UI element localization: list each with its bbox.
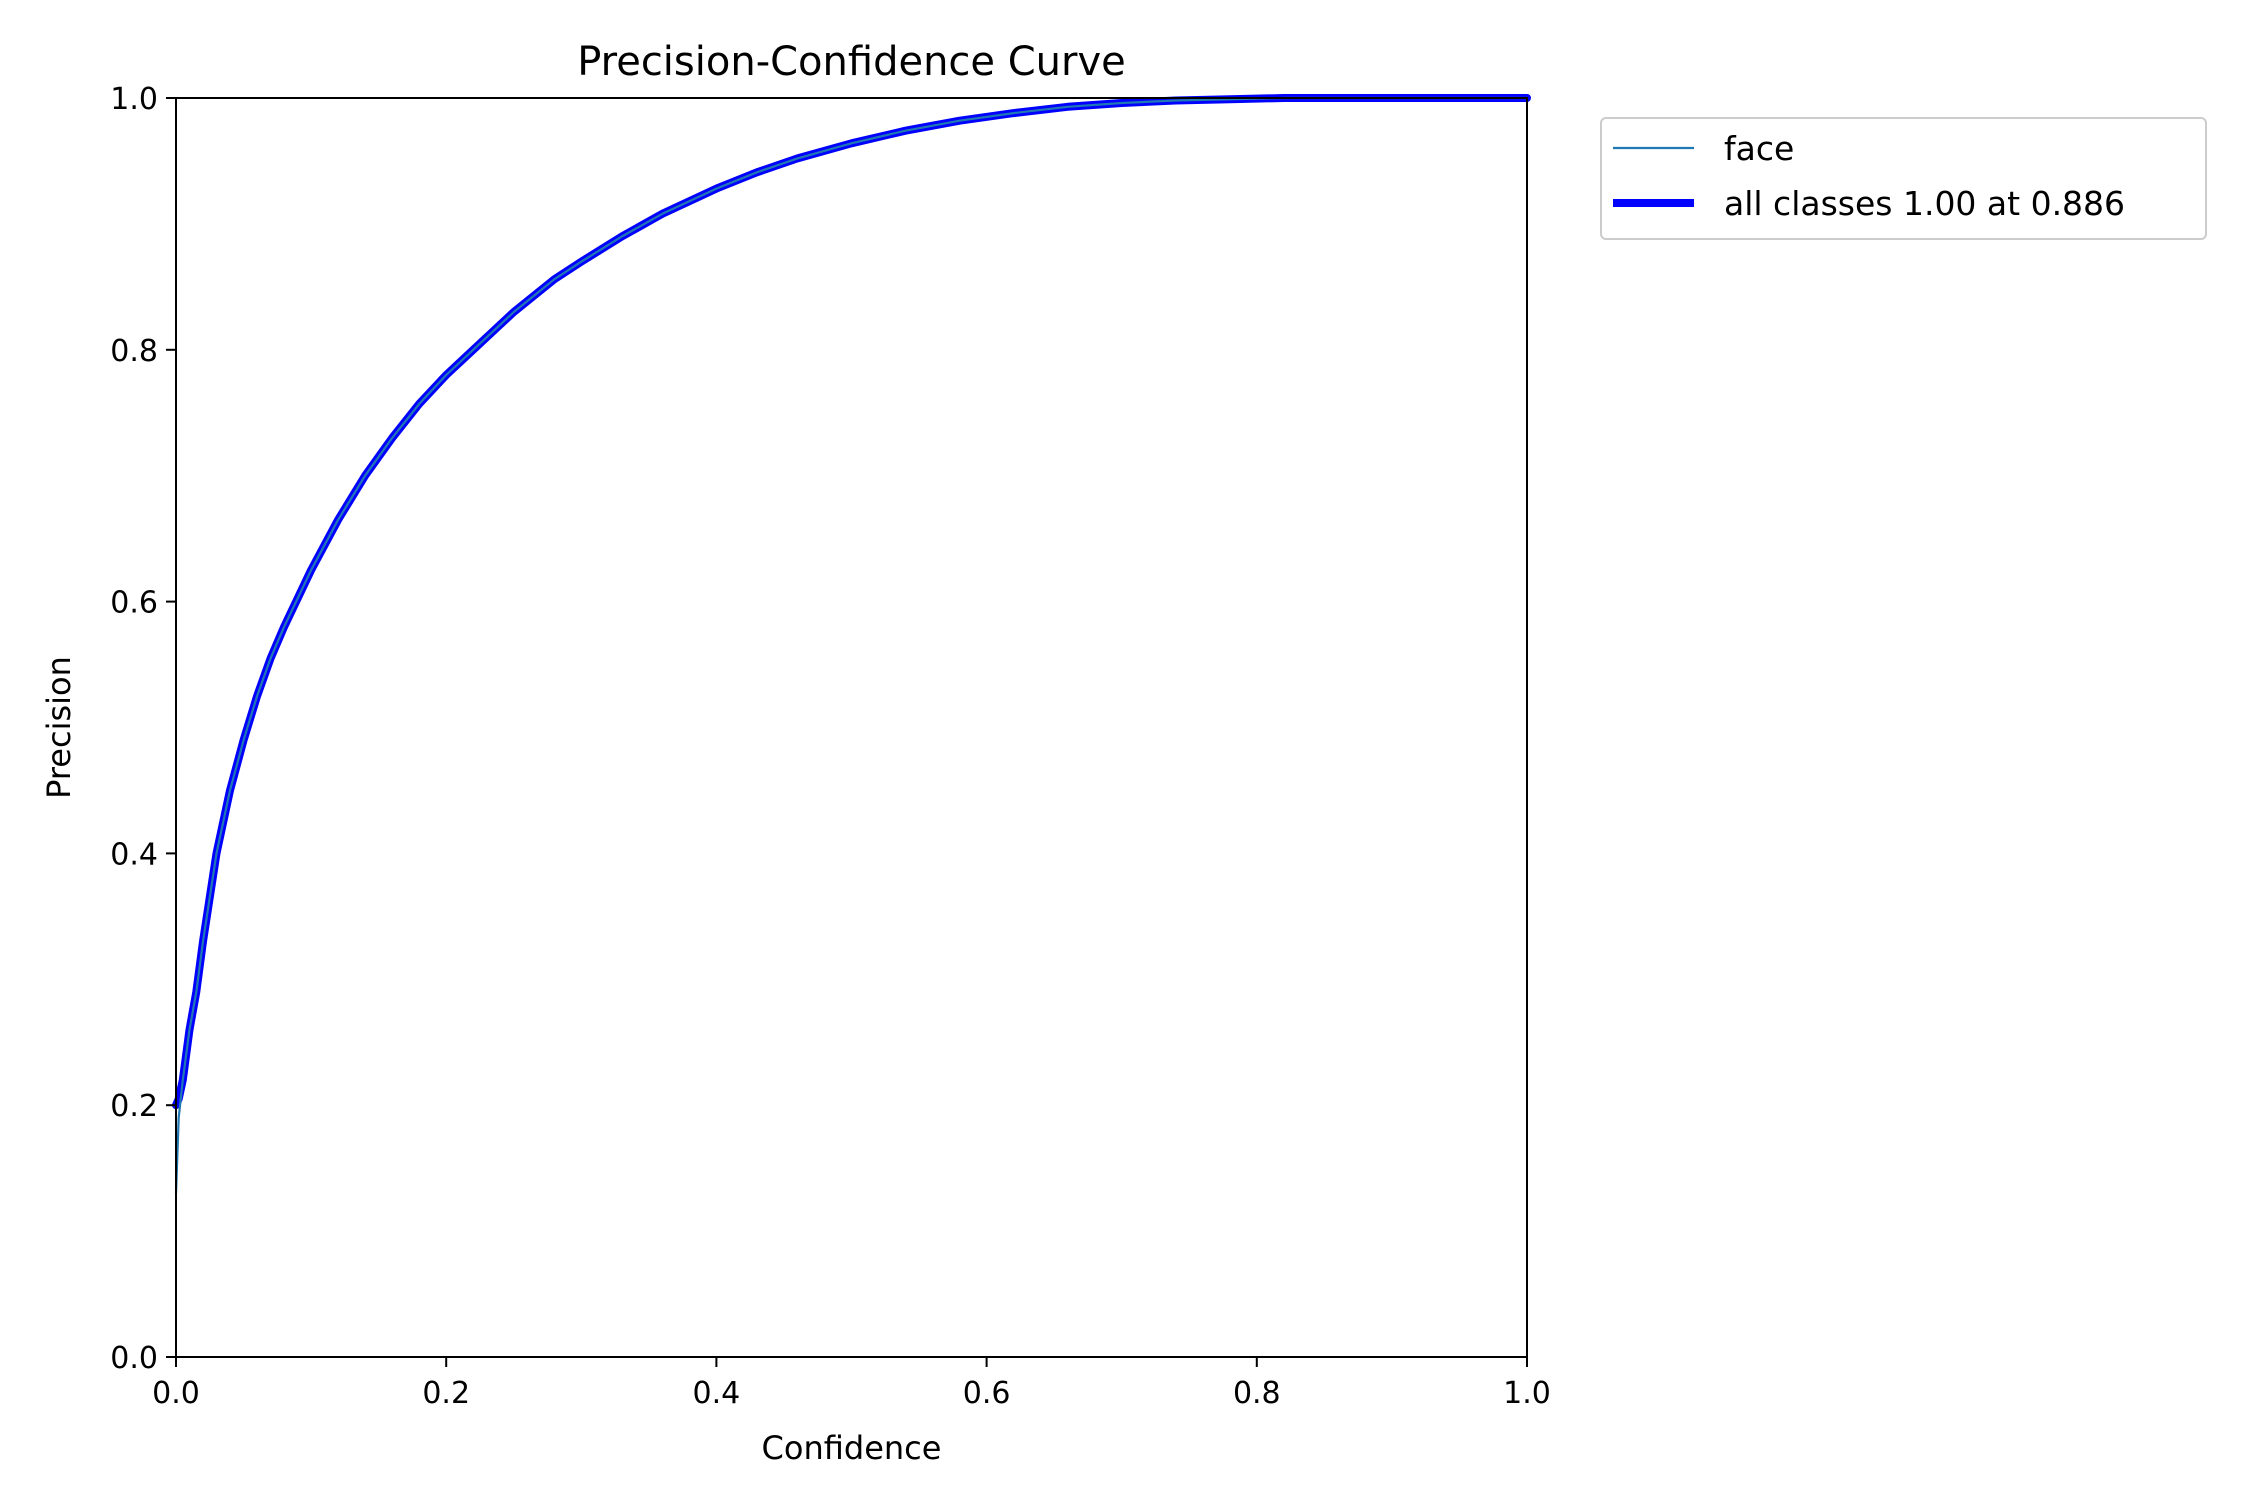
x-tick-label: 0.8	[1233, 1376, 1281, 1411]
chart-title: Precision-Confidence Curve	[577, 39, 1126, 85]
series-line-face	[174, 96, 1529, 1195]
y-tick-label: 1.0	[110, 82, 158, 117]
series-line-all-classes	[172, 94, 1531, 1110]
legend-box	[1600, 117, 2207, 240]
legend-label-face: face	[1724, 129, 1794, 168]
axes-layer: 0.0 0.2 0.4 0.6 0.8 1.0 0.0 0.2 0.4 0.6 0.8 1.0	[110, 82, 1551, 1411]
legend-label-all-classes: all classes 1.00 at 0.886	[1724, 184, 2125, 223]
y-tick-label: 0.4	[110, 837, 158, 872]
y-tick-label: 0.8	[110, 334, 158, 369]
series-layer	[172, 94, 1531, 1195]
y-tick-label: 0.6	[110, 586, 158, 621]
y-axis-title: Precision	[40, 656, 78, 799]
x-tick-label: 0.0	[152, 1376, 200, 1411]
x-tick-label: 0.2	[422, 1376, 470, 1411]
x-tick-label: 1.0	[1503, 1376, 1551, 1411]
y-tick-label: 0.0	[110, 1341, 158, 1376]
x-tick-label: 0.4	[693, 1376, 741, 1411]
x-axis-title: Confidence	[762, 1429, 942, 1467]
x-tick-label: 0.6	[963, 1376, 1011, 1411]
legend: face all classes 1.00 at 0.886	[1600, 117, 2207, 240]
plot-frame	[175, 97, 1528, 1358]
y-tick-label: 0.2	[110, 1089, 158, 1124]
